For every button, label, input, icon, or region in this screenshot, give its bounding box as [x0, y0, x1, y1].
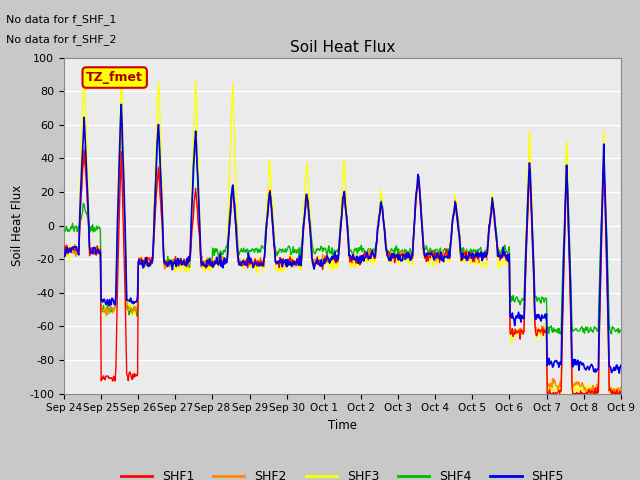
X-axis label: Time: Time	[328, 419, 357, 432]
Text: No data for f_SHF_2: No data for f_SHF_2	[6, 34, 117, 45]
Y-axis label: Soil Heat Flux: Soil Heat Flux	[11, 185, 24, 266]
Legend: SHF1, SHF2, SHF3, SHF4, SHF5: SHF1, SHF2, SHF3, SHF4, SHF5	[116, 465, 569, 480]
Text: TZ_fmet: TZ_fmet	[86, 71, 143, 84]
Text: No data for f_SHF_1: No data for f_SHF_1	[6, 14, 116, 25]
Title: Soil Heat Flux: Soil Heat Flux	[290, 40, 395, 55]
